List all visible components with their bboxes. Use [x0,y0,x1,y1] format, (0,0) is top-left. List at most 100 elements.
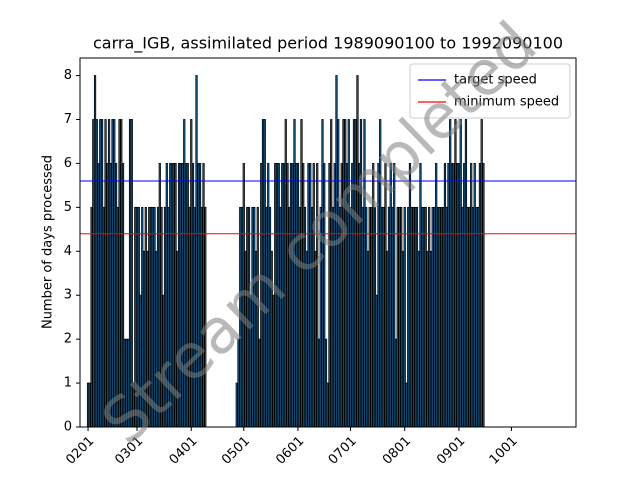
bar [478,163,482,428]
bar [421,206,424,428]
y-tick-label: 1 [64,376,72,391]
bar [258,338,261,428]
bar [438,206,441,428]
bar [459,119,462,428]
y-tick-label: 0 [64,420,72,435]
x-tick-label: 0501 [219,434,253,468]
bar [317,338,321,428]
bar [429,250,433,428]
bar [471,206,475,428]
bar [97,163,100,428]
bar [92,119,95,428]
y-tick-label: 6 [64,156,72,171]
bar [473,163,476,428]
bar [436,206,440,428]
bar [433,206,436,428]
bar [414,206,417,428]
x-tick-label: 0801 [380,434,414,468]
bar [449,119,452,428]
bar [326,382,329,428]
bar [463,163,466,428]
legend-box [409,63,571,119]
bar [386,250,389,428]
bar [445,206,448,428]
chart-title: carra_IGB, assimilated period 1989090100… [93,34,563,54]
x-tick-label: 0701 [326,434,360,468]
bar [443,163,447,428]
bar [457,163,461,428]
bar [405,382,408,428]
bar [475,206,478,428]
bar [400,206,403,428]
bar [380,206,384,428]
bar [480,119,483,428]
bar [93,75,97,428]
bar [365,206,368,428]
bar [417,250,420,428]
y-tick-label: 8 [64,68,72,83]
bar [95,119,98,428]
bar [468,206,471,428]
bar [415,206,419,428]
y-axis-label: Number of days processed [41,155,56,329]
y-tick-label: 7 [64,112,72,127]
bar [370,206,373,428]
bar [387,206,391,428]
bar [107,119,111,428]
bar [330,119,333,428]
bar [403,206,406,428]
bar [435,163,438,428]
bar [391,206,394,428]
bar [366,250,370,428]
bar [450,163,454,428]
bar [452,163,455,428]
bar [422,206,426,428]
bar [394,338,398,428]
bar [235,382,238,428]
bar [477,206,480,428]
bar [470,163,473,428]
bar [428,206,431,428]
bar [482,163,485,428]
bar [412,206,415,428]
legend-label: minimum speed [454,95,559,110]
y-tick-label: 5 [64,200,72,215]
bar [368,206,371,428]
bar [375,294,378,428]
bar [454,119,457,428]
bar [461,206,464,428]
x-tick-label: 0901 [434,434,468,468]
bar [426,250,429,428]
bar [90,206,93,428]
bar [396,206,399,428]
y-tick-label: 3 [64,288,72,303]
bar [398,206,401,428]
bar [408,163,412,428]
bar [410,206,413,428]
bar [373,206,377,428]
bar [447,163,450,428]
bar [407,206,410,428]
bar [442,206,445,428]
bar [431,206,434,428]
bar [100,119,104,428]
x-tick-label: 0401 [167,434,201,468]
y-tick-label: 2 [64,332,72,347]
y-tick-label: 4 [64,244,72,259]
bar [466,206,469,428]
bar [419,163,422,428]
bar [440,206,443,428]
bar [99,119,102,428]
bar [456,163,459,428]
legend-label: target speed [454,73,537,88]
bar [356,75,359,428]
bar [104,119,107,428]
bar [382,206,385,428]
x-tick-label: 1001 [487,434,521,468]
bar [464,119,468,428]
x-tick-label: 0201 [63,434,97,468]
axes-frame [79,57,577,428]
bar [401,250,405,428]
bar [424,206,427,428]
